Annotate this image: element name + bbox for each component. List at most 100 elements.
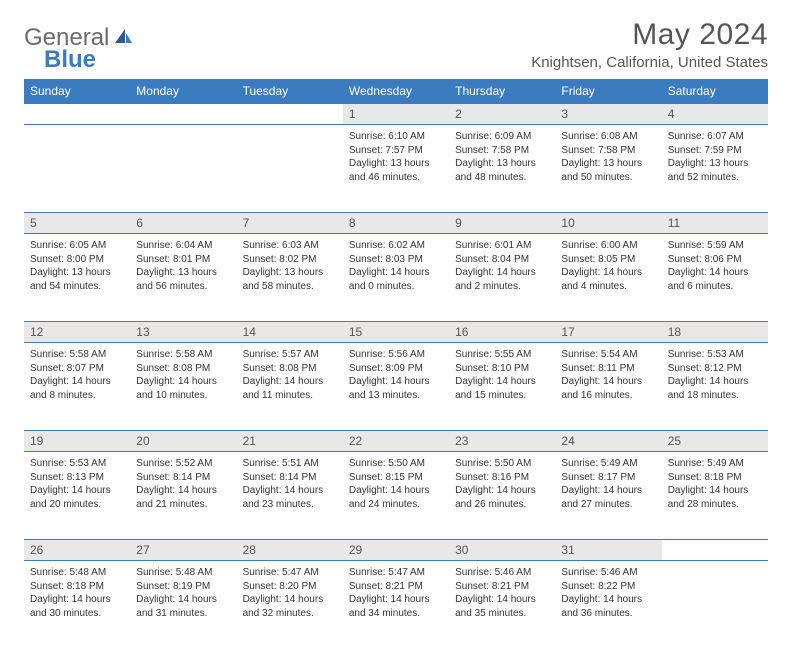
day-number-cell: 28 <box>237 540 343 561</box>
day-number-cell <box>662 540 768 561</box>
day-number-cell <box>24 104 130 125</box>
day-number-cell: 5 <box>24 213 130 234</box>
day-number-cell: 18 <box>662 322 768 343</box>
day-number-cell: 17 <box>555 322 661 343</box>
day-number-cell: 8 <box>343 213 449 234</box>
day-details: Sunrise: 5:58 AMSunset: 8:08 PMDaylight:… <box>134 346 232 402</box>
weekday-header: Sunday <box>24 79 130 104</box>
week-row: Sunrise: 5:48 AMSunset: 8:18 PMDaylight:… <box>24 561 768 649</box>
day-number-cell: 31 <box>555 540 661 561</box>
day-cell: Sunrise: 5:53 AMSunset: 8:12 PMDaylight:… <box>662 343 768 431</box>
day-number-cell <box>130 104 236 125</box>
day-details: Sunrise: 6:02 AMSunset: 8:03 PMDaylight:… <box>347 237 445 293</box>
logo-text-part2: Blue <box>44 46 96 73</box>
day-number-cell: 16 <box>449 322 555 343</box>
day-number-cell: 29 <box>343 540 449 561</box>
day-details: Sunrise: 6:01 AMSunset: 8:04 PMDaylight:… <box>453 237 551 293</box>
weekday-header: Tuesday <box>237 79 343 104</box>
day-cell: Sunrise: 5:46 AMSunset: 8:21 PMDaylight:… <box>449 561 555 649</box>
day-details: Sunrise: 6:05 AMSunset: 8:00 PMDaylight:… <box>28 237 126 293</box>
day-number-cell: 25 <box>662 431 768 452</box>
day-cell: Sunrise: 5:56 AMSunset: 8:09 PMDaylight:… <box>343 343 449 431</box>
day-number-cell: 2 <box>449 104 555 125</box>
day-details: Sunrise: 5:50 AMSunset: 8:16 PMDaylight:… <box>453 455 551 511</box>
day-cell: Sunrise: 6:03 AMSunset: 8:02 PMDaylight:… <box>237 234 343 322</box>
day-details: Sunrise: 6:10 AMSunset: 7:57 PMDaylight:… <box>347 128 445 184</box>
day-number-row: 262728293031 <box>24 540 768 561</box>
day-number-cell: 27 <box>130 540 236 561</box>
day-details: Sunrise: 5:53 AMSunset: 8:13 PMDaylight:… <box>28 455 126 511</box>
day-details: Sunrise: 5:59 AMSunset: 8:06 PMDaylight:… <box>666 237 764 293</box>
day-number-cell: 22 <box>343 431 449 452</box>
day-number-row: 12131415161718 <box>24 322 768 343</box>
day-cell: Sunrise: 5:50 AMSunset: 8:15 PMDaylight:… <box>343 452 449 540</box>
day-cell: Sunrise: 6:02 AMSunset: 8:03 PMDaylight:… <box>343 234 449 322</box>
header: General Blue May 2024 Knightsen, Califor… <box>24 18 768 71</box>
month-title: May 2024 <box>531 18 768 52</box>
day-cell: Sunrise: 6:00 AMSunset: 8:05 PMDaylight:… <box>555 234 661 322</box>
day-number-row: 567891011 <box>24 213 768 234</box>
day-number-cell: 21 <box>237 431 343 452</box>
day-cell: Sunrise: 5:54 AMSunset: 8:11 PMDaylight:… <box>555 343 661 431</box>
day-number-cell: 26 <box>24 540 130 561</box>
day-cell <box>24 125 130 213</box>
day-cell: Sunrise: 5:49 AMSunset: 8:18 PMDaylight:… <box>662 452 768 540</box>
day-details: Sunrise: 5:52 AMSunset: 8:14 PMDaylight:… <box>134 455 232 511</box>
day-number-cell: 7 <box>237 213 343 234</box>
day-number-cell: 13 <box>130 322 236 343</box>
day-cell: Sunrise: 6:07 AMSunset: 7:59 PMDaylight:… <box>662 125 768 213</box>
day-details: Sunrise: 5:58 AMSunset: 8:07 PMDaylight:… <box>28 346 126 402</box>
day-number-row: 19202122232425 <box>24 431 768 452</box>
day-cell <box>130 125 236 213</box>
calendar-page: General Blue May 2024 Knightsen, Califor… <box>0 0 792 649</box>
day-cell: Sunrise: 5:58 AMSunset: 8:08 PMDaylight:… <box>130 343 236 431</box>
day-number-cell <box>237 104 343 125</box>
day-number-row: 1234 <box>24 104 768 125</box>
day-number-cell: 12 <box>24 322 130 343</box>
day-details: Sunrise: 5:55 AMSunset: 8:10 PMDaylight:… <box>453 346 551 402</box>
day-cell: Sunrise: 5:49 AMSunset: 8:17 PMDaylight:… <box>555 452 661 540</box>
day-details: Sunrise: 6:09 AMSunset: 7:58 PMDaylight:… <box>453 128 551 184</box>
day-number-cell: 11 <box>662 213 768 234</box>
day-cell: Sunrise: 6:01 AMSunset: 8:04 PMDaylight:… <box>449 234 555 322</box>
day-cell <box>237 125 343 213</box>
day-details: Sunrise: 5:53 AMSunset: 8:12 PMDaylight:… <box>666 346 764 402</box>
weekday-header: Monday <box>130 79 236 104</box>
day-details: Sunrise: 6:07 AMSunset: 7:59 PMDaylight:… <box>666 128 764 184</box>
day-details: Sunrise: 6:03 AMSunset: 8:02 PMDaylight:… <box>241 237 339 293</box>
day-cell: Sunrise: 5:48 AMSunset: 8:19 PMDaylight:… <box>130 561 236 649</box>
day-details: Sunrise: 5:50 AMSunset: 8:15 PMDaylight:… <box>347 455 445 511</box>
day-cell: Sunrise: 5:51 AMSunset: 8:14 PMDaylight:… <box>237 452 343 540</box>
day-number-cell: 19 <box>24 431 130 452</box>
title-block: May 2024 Knightsen, California, United S… <box>531 18 768 71</box>
day-number-cell: 9 <box>449 213 555 234</box>
day-details: Sunrise: 5:49 AMSunset: 8:17 PMDaylight:… <box>559 455 657 511</box>
week-row: Sunrise: 6:05 AMSunset: 8:00 PMDaylight:… <box>24 234 768 322</box>
weekday-header: Friday <box>555 79 661 104</box>
day-number-cell: 4 <box>662 104 768 125</box>
location-label: Knightsen, California, United States <box>531 54 768 71</box>
logo: General Blue <box>24 24 133 52</box>
day-details: Sunrise: 5:51 AMSunset: 8:14 PMDaylight:… <box>241 455 339 511</box>
week-row: Sunrise: 5:53 AMSunset: 8:13 PMDaylight:… <box>24 452 768 540</box>
day-cell: Sunrise: 6:10 AMSunset: 7:57 PMDaylight:… <box>343 125 449 213</box>
day-details: Sunrise: 5:57 AMSunset: 8:08 PMDaylight:… <box>241 346 339 402</box>
day-cell: Sunrise: 5:58 AMSunset: 8:07 PMDaylight:… <box>24 343 130 431</box>
day-number-cell: 3 <box>555 104 661 125</box>
day-details: Sunrise: 6:04 AMSunset: 8:01 PMDaylight:… <box>134 237 232 293</box>
day-details: Sunrise: 5:56 AMSunset: 8:09 PMDaylight:… <box>347 346 445 402</box>
day-cell: Sunrise: 5:50 AMSunset: 8:16 PMDaylight:… <box>449 452 555 540</box>
day-cell: Sunrise: 5:55 AMSunset: 8:10 PMDaylight:… <box>449 343 555 431</box>
day-details: Sunrise: 5:54 AMSunset: 8:11 PMDaylight:… <box>559 346 657 402</box>
weekday-header: Wednesday <box>343 79 449 104</box>
day-cell <box>662 561 768 649</box>
logo-sail-icon <box>113 27 133 50</box>
weekday-header-row: Sunday Monday Tuesday Wednesday Thursday… <box>24 79 768 104</box>
calendar-table: Sunday Monday Tuesday Wednesday Thursday… <box>24 79 768 649</box>
day-details: Sunrise: 6:08 AMSunset: 7:58 PMDaylight:… <box>559 128 657 184</box>
day-cell: Sunrise: 5:57 AMSunset: 8:08 PMDaylight:… <box>237 343 343 431</box>
weekday-header: Saturday <box>662 79 768 104</box>
day-number-cell: 20 <box>130 431 236 452</box>
day-cell: Sunrise: 6:04 AMSunset: 8:01 PMDaylight:… <box>130 234 236 322</box>
weekday-header: Thursday <box>449 79 555 104</box>
